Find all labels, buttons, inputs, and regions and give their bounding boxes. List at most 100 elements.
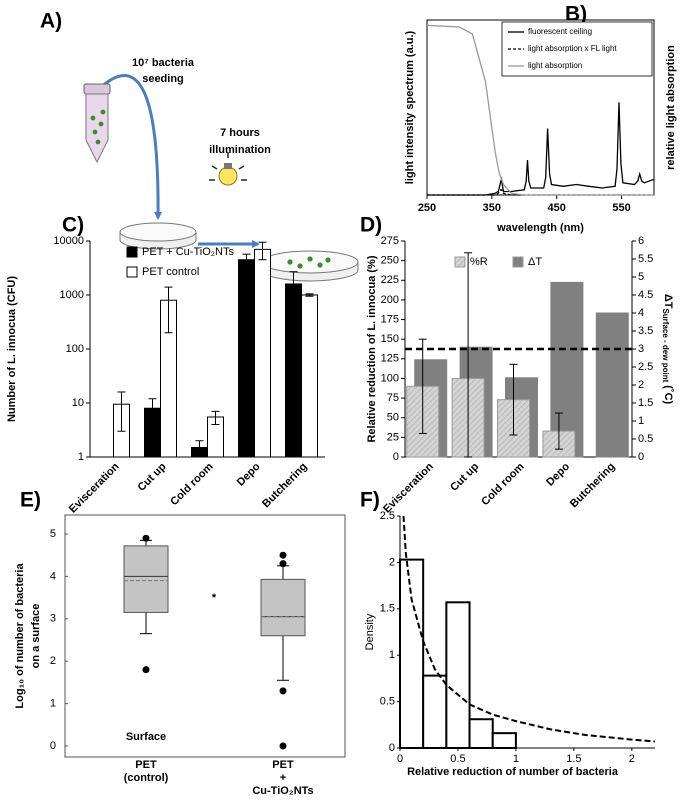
y-tick-label: 1.5 (380, 603, 395, 615)
y-tick-label: 1 (50, 698, 56, 710)
y2-tick-label: 3.5 (638, 325, 653, 337)
y-tick-label: 100 (66, 343, 84, 355)
bar (550, 281, 584, 458)
legend-swatch (126, 246, 138, 258)
y-tick-label: 0 (50, 740, 56, 752)
x-tick-label: 2 (629, 753, 635, 765)
bacterium (90, 115, 96, 121)
y2-tick-label: 2 (638, 379, 644, 391)
y2-tick-label: 0 (638, 451, 644, 463)
diagram-label: 10⁷ bacteria (132, 57, 195, 69)
y2-tick-label: 6 (638, 235, 644, 247)
y-tick-label: 1 (78, 451, 84, 463)
x-tick-label: Evisceration (67, 460, 122, 515)
x-tick-label: 0.5 (450, 753, 465, 765)
tube (85, 93, 109, 164)
y-tick-label: 275 (381, 235, 399, 247)
bacterium (95, 139, 101, 145)
bacterium (325, 257, 331, 263)
y-tick-label: 100 (381, 372, 399, 384)
tube-cap (83, 83, 111, 95)
legend-swatch (126, 266, 138, 278)
y-tick-label: 4 (50, 570, 56, 582)
legend-label: %R (470, 256, 488, 268)
legend-swatch (512, 256, 524, 268)
petri-dish-top (261, 250, 359, 274)
x-axis-label: Relative reduction of number of bacteria (407, 766, 619, 778)
significance-marker: * (212, 592, 217, 604)
outlier (279, 687, 287, 695)
y2-tick-label: 0.5 (638, 433, 653, 445)
bar (301, 294, 318, 458)
box (260, 578, 306, 637)
box (123, 545, 169, 613)
x-tick-label: (control) (124, 772, 169, 784)
seeding-arrow (96, 74, 163, 220)
y2-axis-label: ΔTSurface - dew point (˚C) (661, 294, 674, 405)
line-series (427, 102, 655, 196)
y-axis-label: Log₁₀ of number of bacteria (14, 563, 26, 709)
x-tick-label: Cut up (136, 460, 169, 493)
outlier (279, 742, 287, 750)
bacterium (317, 262, 323, 268)
x-tick-label: Depo (235, 460, 263, 488)
y2-tick-label: 5 (638, 271, 644, 283)
y-axis-label: light intensity spectrum (a.u.) (404, 30, 416, 184)
y-tick-label: 10 (72, 397, 84, 409)
y-tick-label: 5 (50, 528, 56, 540)
x-tick-label: 350 (483, 202, 501, 214)
outlier (279, 560, 287, 568)
x-tick-label: Butchering (568, 461, 618, 511)
panel-label: D) (360, 214, 382, 237)
y-tick-label: 10000 (53, 235, 84, 247)
x-tick-label: Evisceration (381, 460, 436, 515)
fit-curve (402, 515, 656, 743)
y2-tick-label: 5.5 (638, 253, 653, 265)
y2-tick-label: 2.5 (638, 361, 653, 373)
y-tick-label: 2 (50, 655, 56, 667)
histogram-bar (491, 732, 517, 749)
legend-label: PET + Cu-TiO₂NTs (142, 246, 234, 258)
y-tick-label: 0 (389, 742, 395, 754)
legend-label: fluorescent ceiling (528, 27, 592, 36)
y2-tick-label: 4 (638, 307, 644, 319)
x-tick-label: PET (135, 759, 157, 771)
legend-label: ΔT (528, 256, 542, 268)
legend-label: light absorption (528, 61, 582, 70)
y-tick-label: 50 (387, 412, 399, 424)
line-series (427, 189, 654, 196)
y-tick-label: 200 (381, 294, 399, 306)
y-tick-label: 2 (389, 556, 395, 568)
panel-label: C) (62, 214, 84, 237)
legend-label: light absorption x FL light (528, 44, 617, 53)
y-tick-label: 3 (50, 613, 56, 625)
y2-label-main: ΔT (662, 294, 674, 309)
bacterium (92, 129, 98, 135)
y2-label-unit: (˚C) (662, 385, 674, 404)
diagram-a: A) 10⁷ bacteria seeding 7 hours ill (40, 10, 359, 282)
y-tick-label: 125 (381, 353, 399, 365)
y2-tick-label: 3 (638, 343, 644, 355)
y2-tick-label: 1.5 (638, 397, 653, 409)
y-tick-label: 225 (381, 274, 399, 286)
y-tick-label: 150 (381, 333, 399, 345)
panel-label: A) (40, 10, 62, 33)
x-axis-label: wavelength (nm) (496, 222, 584, 234)
outlier (142, 534, 150, 542)
panel-label: F) (360, 489, 380, 512)
diagram-label: illumination (209, 144, 271, 156)
outlier (279, 551, 287, 559)
annotation: Surface (126, 731, 166, 743)
petri-dish-top (119, 222, 197, 242)
x-tick-label: + (280, 772, 286, 784)
bacterium (100, 109, 106, 115)
y-tick-label: 25 (387, 431, 399, 443)
y-axis-label: on a surface (30, 604, 42, 669)
histogram-bar (399, 558, 425, 750)
y-tick-label: 175 (381, 313, 399, 325)
x-tick-label: 550 (612, 202, 630, 214)
y-tick-label: 2.5 (380, 510, 395, 522)
x-tick-label: Depo (544, 460, 572, 488)
x-tick-label: 250 (418, 202, 436, 214)
